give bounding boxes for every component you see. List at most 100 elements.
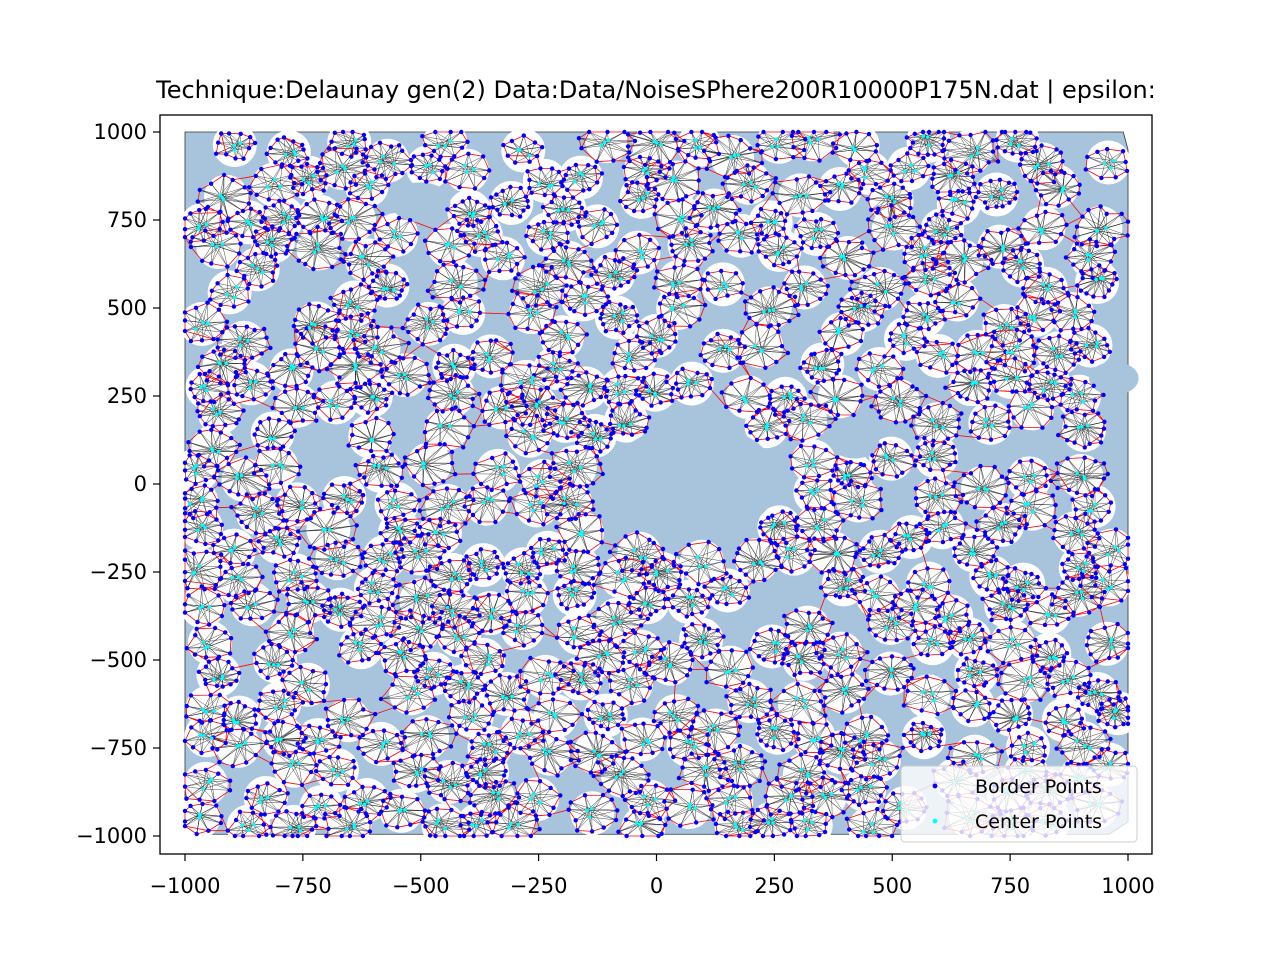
border-point (932, 624, 937, 629)
border-point (1003, 493, 1008, 498)
border-point (384, 396, 389, 402)
border-point (514, 246, 520, 251)
border-point (724, 404, 729, 409)
border-point (369, 289, 375, 294)
border-point (850, 672, 855, 677)
border-point (225, 272, 230, 278)
border-point (934, 212, 939, 217)
border-point (952, 270, 958, 276)
border-point (737, 724, 743, 729)
border-point (990, 505, 995, 511)
border-point (438, 516, 443, 522)
center-point (738, 768, 743, 772)
border-point (568, 800, 573, 805)
border-point (852, 273, 858, 278)
border-point (695, 370, 700, 376)
border-point (1038, 697, 1043, 702)
border-point (833, 416, 838, 421)
border-point (631, 809, 637, 814)
border-point (725, 777, 731, 783)
border-point (515, 833, 520, 839)
border-point (945, 259, 951, 265)
border-point (698, 230, 703, 235)
border-point (670, 233, 676, 239)
center-point (608, 274, 612, 279)
border-point (305, 833, 310, 839)
border-point (216, 140, 221, 145)
border-point (919, 708, 924, 713)
border-point (230, 607, 235, 612)
border-point (899, 608, 904, 613)
center-point (733, 761, 737, 765)
border-point (970, 419, 975, 425)
border-point (457, 723, 462, 729)
border-point (1060, 561, 1065, 567)
border-point (885, 178, 890, 183)
border-point (513, 160, 518, 165)
border-point (933, 261, 939, 267)
border-point (459, 129, 464, 135)
border-point (1028, 178, 1033, 184)
border-point (1094, 243, 1100, 249)
border-point (594, 454, 599, 459)
border-point (630, 756, 635, 761)
border-point (626, 338, 632, 344)
border-point (363, 147, 368, 152)
border-point (923, 393, 929, 399)
border-point (907, 191, 912, 197)
border-point (911, 666, 916, 671)
border-point (776, 628, 781, 634)
border-point (474, 576, 479, 582)
border-point (277, 787, 282, 793)
center-point (377, 464, 381, 469)
border-point (414, 783, 419, 788)
border-point (651, 540, 656, 546)
border-point (934, 607, 940, 612)
border-point (431, 380, 436, 385)
border-point (578, 645, 583, 650)
border-point (739, 290, 744, 295)
border-point (554, 568, 560, 574)
border-point (431, 489, 436, 494)
border-point (959, 232, 964, 238)
border-point (305, 156, 310, 161)
border-point (748, 375, 753, 381)
border-point (1049, 415, 1054, 420)
border-point (1071, 173, 1076, 179)
border-point (796, 736, 801, 742)
border-point (1060, 391, 1066, 397)
border-point (622, 650, 627, 655)
border-point (597, 638, 602, 643)
border-point (379, 173, 385, 178)
border-point (237, 259, 243, 265)
border-point (268, 379, 273, 384)
border-point (333, 733, 338, 738)
border-point (606, 399, 612, 405)
center-point (462, 635, 467, 639)
border-point (723, 766, 729, 771)
border-point (343, 252, 348, 257)
border-point (643, 365, 649, 371)
border-point (802, 396, 807, 401)
border-point (652, 285, 657, 290)
border-point (215, 656, 220, 661)
border-point (359, 552, 364, 557)
border-point (449, 703, 454, 708)
border-point (611, 761, 616, 766)
border-point (964, 313, 969, 318)
border-point (501, 707, 506, 712)
border-point (849, 664, 854, 669)
border-point (442, 442, 447, 447)
border-point (391, 760, 396, 766)
border-point (747, 795, 753, 800)
border-point (653, 587, 658, 592)
border-point (430, 751, 436, 757)
border-point (434, 269, 440, 274)
border-point (985, 205, 990, 211)
border-point (1088, 725, 1093, 730)
border-point (272, 749, 277, 754)
border-point (872, 237, 877, 243)
border-point (441, 318, 446, 323)
border-point (370, 571, 375, 576)
border-point (182, 610, 188, 615)
